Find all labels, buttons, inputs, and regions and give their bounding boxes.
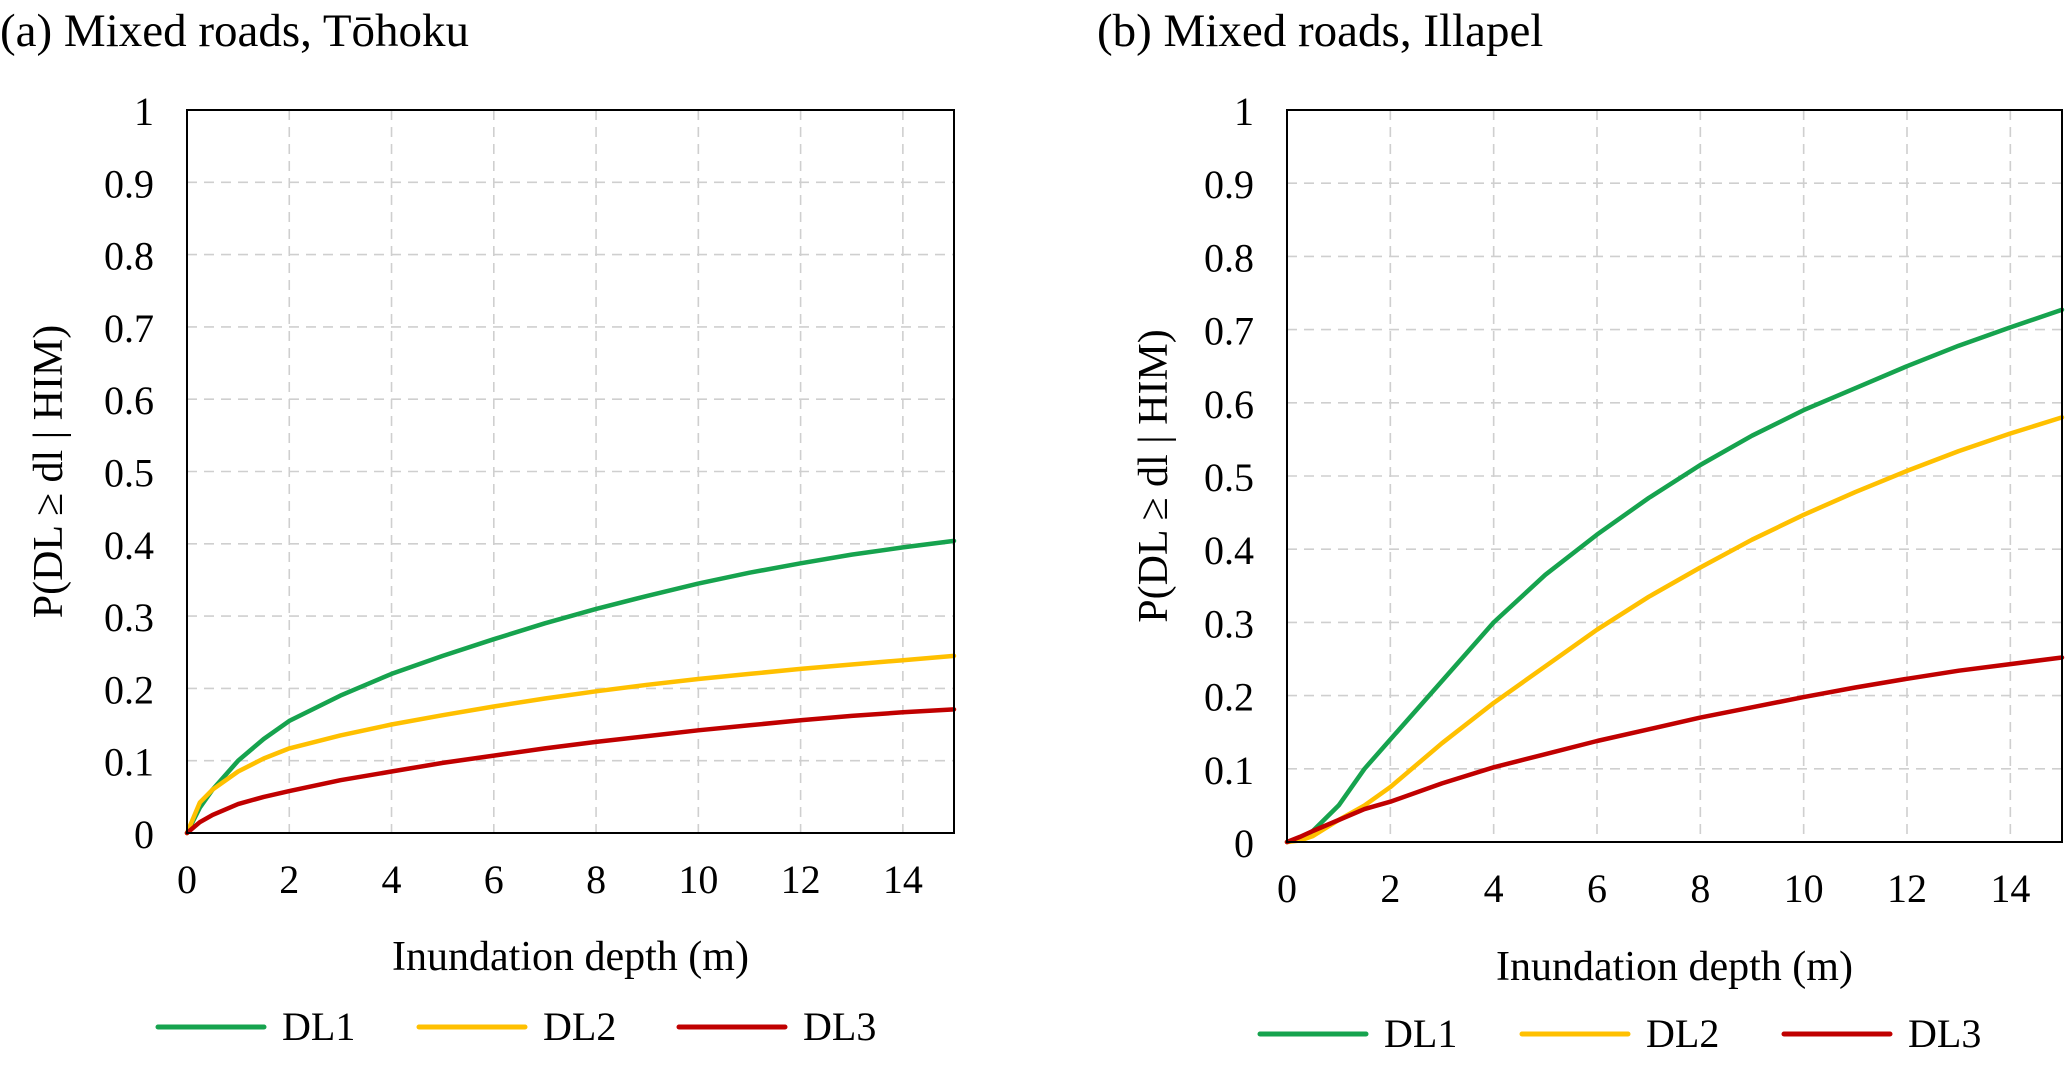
- legend-label-dl1: DL1: [282, 1004, 355, 1049]
- x-tick-label: 6: [1587, 866, 1607, 911]
- panel-b-illapel: (b) Mixed roads, Illapel 0 0.1 0.2 0.3 0.4 0.5…: [1097, 5, 2065, 1056]
- legend-label-dl2: DL2: [1646, 1011, 1719, 1056]
- legend-label-dl1: DL1: [1384, 1011, 1457, 1056]
- x-tick-label: 14: [883, 857, 923, 902]
- plot-frame: [186, 109, 955, 834]
- legend-label-dl3: DL3: [803, 1004, 876, 1049]
- x-tick-label: 14: [1990, 866, 2030, 911]
- y-tick-label: 0.4: [1204, 528, 1254, 573]
- x-tick-label: 8: [586, 857, 606, 902]
- y-tick-label: 0.6: [104, 378, 154, 423]
- x-tick-label: 4: [1484, 866, 1504, 911]
- y-tick-label: 0.8: [104, 234, 154, 279]
- y-axis-label: P(DL ≥ dl | HIM): [1131, 329, 1177, 623]
- y-tick-label: 0.6: [1204, 382, 1254, 427]
- x-tick-label: 2: [1380, 866, 1400, 911]
- series-line-dl3: [1284, 655, 2065, 845]
- panel-a-tohoku: (a) Mixed roads, Tōhoku 0 0.1 0.2 0.3 0.4 0.5 0…: [0, 5, 957, 1049]
- series-line-dl1: [184, 538, 957, 836]
- x-axis-label: Inundation depth (m): [392, 934, 749, 980]
- x-tick-label: 12: [1887, 866, 1927, 911]
- y-tick-label: 0.3: [104, 595, 154, 640]
- series-line-dl2: [184, 653, 957, 836]
- y-tick-label: 0.9: [1204, 162, 1254, 207]
- y-tick-label: 0.1: [104, 740, 154, 785]
- y-tick-label: 1: [1234, 89, 1254, 134]
- x-tick-label: 0: [1277, 866, 1297, 911]
- chart-title: (a) Mixed roads, Tōhoku: [0, 5, 469, 57]
- x-tick-label: 2: [279, 857, 299, 902]
- x-tick-label: 0: [177, 857, 197, 902]
- y-tick-label: 0.8: [1204, 235, 1254, 280]
- x-tick-label: 12: [781, 857, 821, 902]
- y-tick-label: 1: [134, 89, 154, 134]
- x-tick-label: 10: [1784, 866, 1824, 911]
- legend-label-dl2: DL2: [543, 1004, 616, 1049]
- x-tick-label: 6: [484, 857, 504, 902]
- y-tick-label: 0.1: [1204, 748, 1254, 793]
- y-tick-label: 0.4: [104, 523, 154, 568]
- legend-label-dl3: DL3: [1908, 1011, 1981, 1056]
- y-tick-label: 0.3: [1204, 601, 1254, 646]
- plot-frame: [1286, 109, 2063, 843]
- y-tick-label: 0.5: [104, 451, 154, 496]
- x-tick-label: 8: [1690, 866, 1710, 911]
- chart-title: (b) Mixed roads, Illapel: [1097, 5, 1543, 57]
- x-axis-label: Inundation depth (m): [1496, 944, 1853, 990]
- y-tick-label: 0.2: [1204, 675, 1254, 720]
- x-tick-label: 4: [382, 857, 402, 902]
- x-tick-label: 10: [678, 857, 718, 902]
- series-line-dl1: [1284, 307, 2065, 845]
- y-tick-label: 0.9: [104, 161, 154, 206]
- y-tick-label: 0.5: [1204, 455, 1254, 500]
- y-tick-label: 0.7: [104, 306, 154, 351]
- series-line-dl3: [184, 707, 957, 836]
- y-tick-label: 0.7: [1204, 309, 1254, 354]
- y-tick-label: 0.2: [104, 667, 154, 712]
- y-axis-label: P(DL ≥ dl | HIM): [26, 325, 72, 619]
- y-tick-label: 0: [134, 812, 154, 857]
- y-tick-label: 0: [1234, 821, 1254, 866]
